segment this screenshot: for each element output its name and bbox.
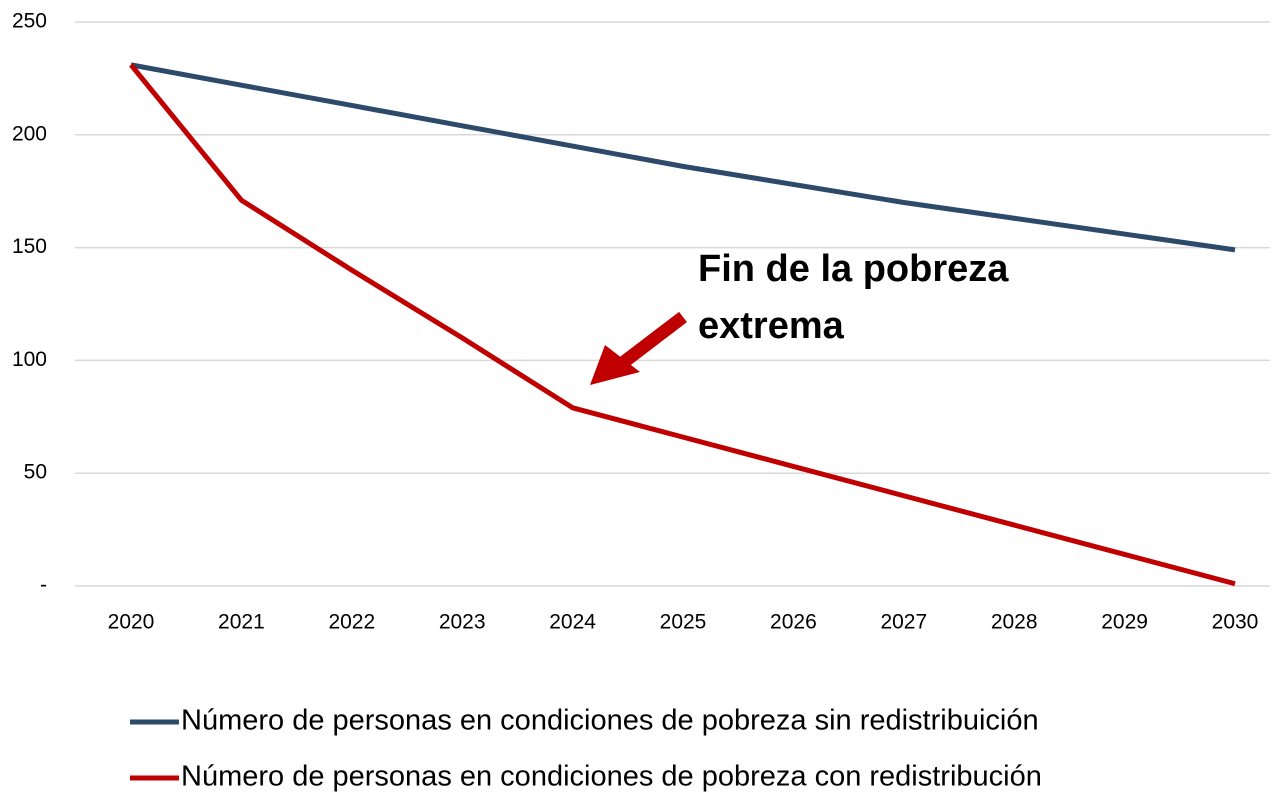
- x-tick-label: 2028: [991, 611, 1038, 634]
- legend-label: Número de personas en condiciones de pob…: [181, 761, 1042, 793]
- x-tick-label: 2021: [218, 611, 265, 634]
- series-line: [130, 62, 1236, 253]
- x-tick-label: 2030: [1212, 611, 1259, 634]
- annotation-line: Fin de la pobreza: [698, 248, 1009, 290]
- x-tick-label: 2024: [549, 611, 596, 634]
- x-tick-label: 2026: [770, 611, 817, 634]
- x-tick-label: 2023: [439, 611, 486, 634]
- y-tick-label: -: [40, 574, 47, 597]
- series-line: [129, 63, 1236, 587]
- y-tick-label: 150: [12, 235, 47, 258]
- x-tick-label: 2025: [660, 611, 707, 634]
- x-tick-label: 2029: [1101, 611, 1148, 634]
- x-tick-label: 2027: [880, 611, 927, 634]
- x-tick-label: 2022: [328, 611, 375, 634]
- x-tick-label: 2020: [108, 611, 155, 634]
- y-tick-label: 100: [12, 348, 47, 371]
- y-tick-label: 50: [24, 461, 47, 484]
- annotation-arrow: [590, 311, 687, 385]
- legend-label: Número de personas en condiciones de pob…: [181, 705, 1039, 737]
- annotation-line: extrema: [698, 305, 845, 347]
- y-tick-label: 200: [12, 122, 47, 145]
- y-tick-label: 250: [12, 10, 47, 33]
